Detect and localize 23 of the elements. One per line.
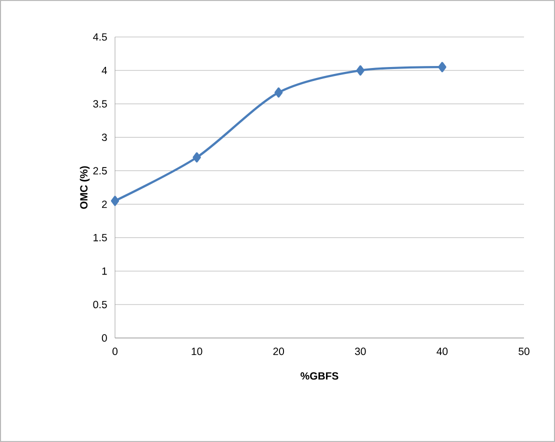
x-tick-label: 10 xyxy=(192,348,202,356)
x-tick-label: 40 xyxy=(436,348,448,356)
y-tick-label: 4.5 xyxy=(93,33,107,41)
point xyxy=(110,196,120,206)
y-tick-label: 0 xyxy=(102,334,107,342)
point xyxy=(438,62,446,72)
y-axis-title: OMC (%) xyxy=(80,166,90,209)
y-tick-label: 2 xyxy=(102,200,107,208)
x-tick-label: 0 xyxy=(112,348,118,356)
point xyxy=(356,65,365,76)
x-tick-label: 30 xyxy=(354,348,366,356)
y-tick-label: 1.5 xyxy=(94,234,107,242)
x-tick-label: 50 xyxy=(518,348,530,356)
y-tick-label: 4 xyxy=(102,66,108,74)
x-axis-title: %GBFS xyxy=(300,372,338,380)
y-tick-label: 3 xyxy=(102,134,107,142)
y-tick-label: 2.5 xyxy=(93,167,107,174)
point xyxy=(192,152,201,162)
y-tick-label: 3.5 xyxy=(93,100,107,108)
y-tick-label: 0.5 xyxy=(93,300,107,308)
point xyxy=(274,87,283,98)
y-tick-label: 1 xyxy=(102,268,107,275)
x-tick-label: 20 xyxy=(273,348,284,356)
